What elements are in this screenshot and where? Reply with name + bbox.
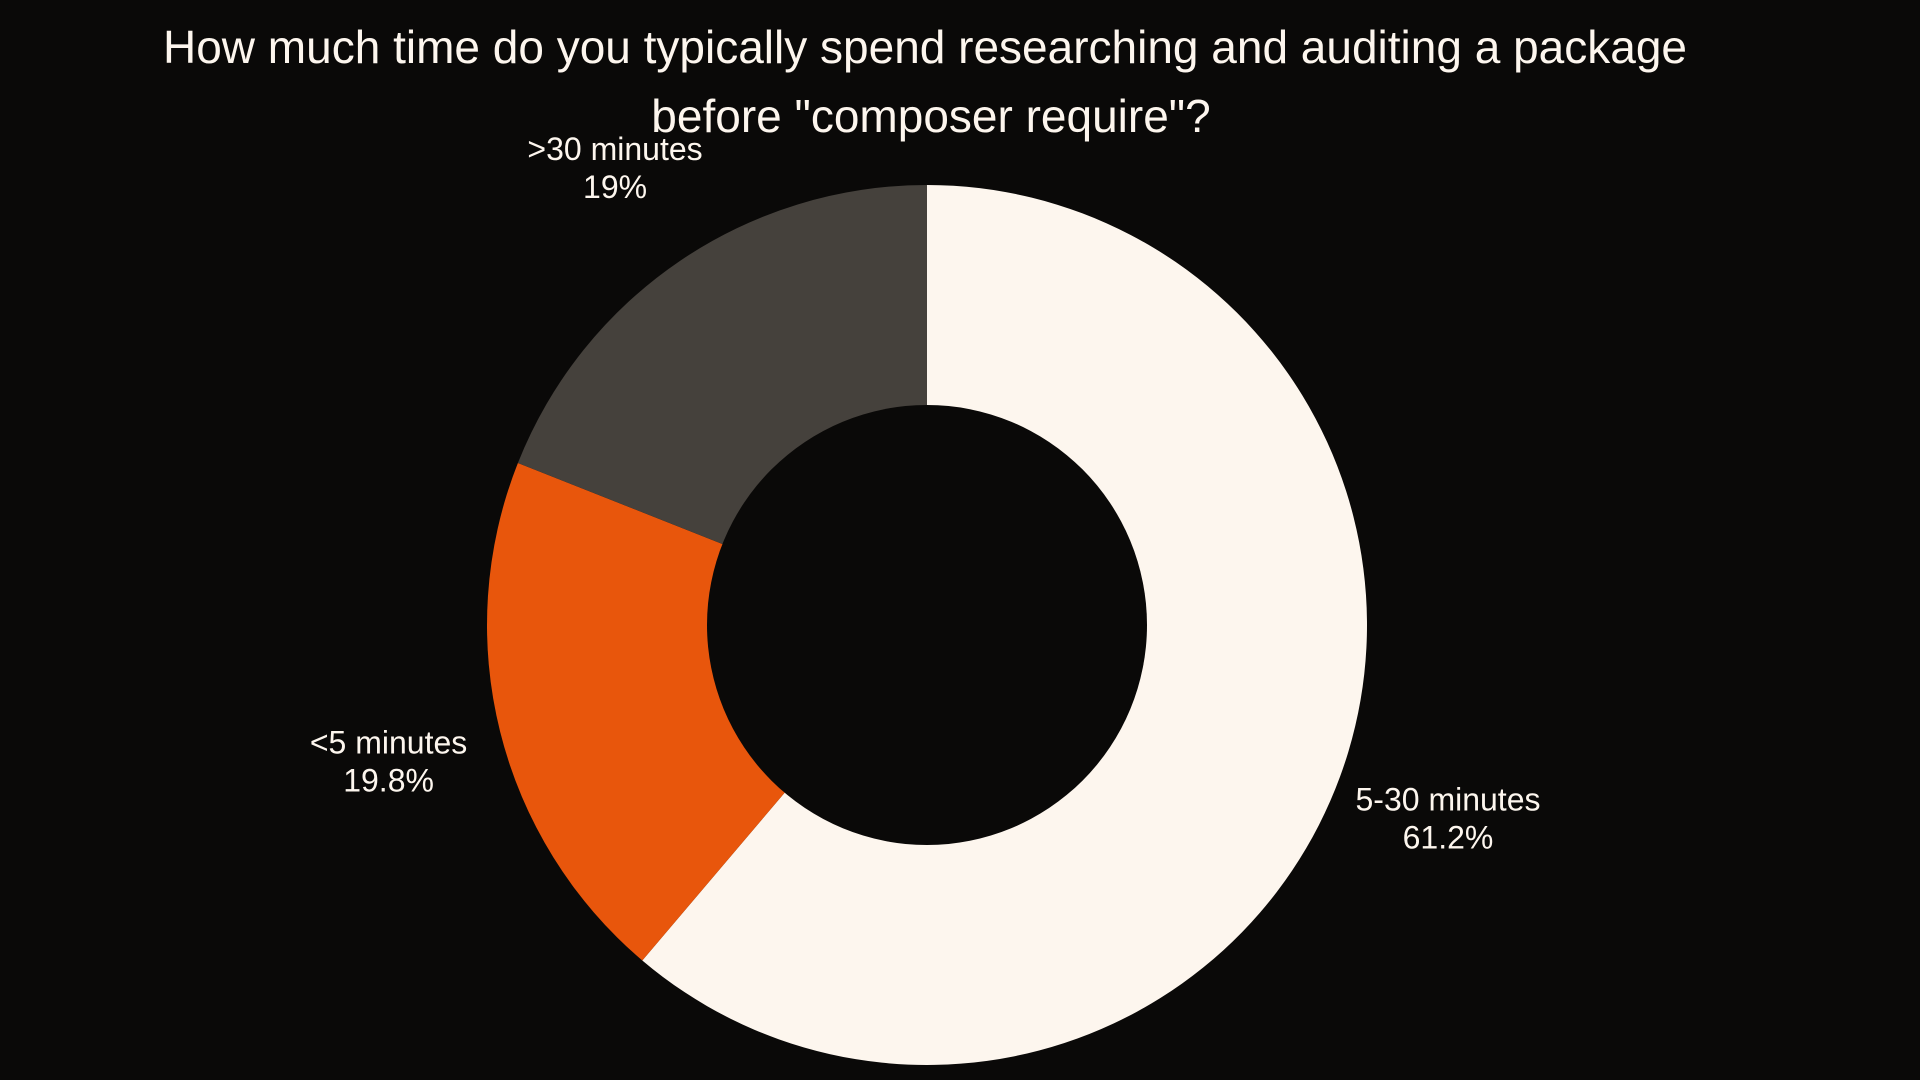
donut-hole <box>707 405 1147 845</box>
slice-value-30-minutes: 19% <box>583 169 647 205</box>
slice-label-5-minutes: <5 minutes <box>310 725 467 761</box>
slice-label-5-30-minutes: 5-30 minutes <box>1356 781 1541 817</box>
chart-title: How much time do you typically spend res… <box>163 21 1687 142</box>
slice-label-30-minutes: >30 minutes <box>527 131 702 167</box>
chart-title-line-1: How much time do you typically spend res… <box>163 21 1687 73</box>
slice-value-5-30-minutes: 61.2% <box>1403 819 1494 855</box>
slice-value-5-minutes: 19.8% <box>343 763 434 799</box>
chart-title-line-2: before "composer require"? <box>651 90 1210 142</box>
